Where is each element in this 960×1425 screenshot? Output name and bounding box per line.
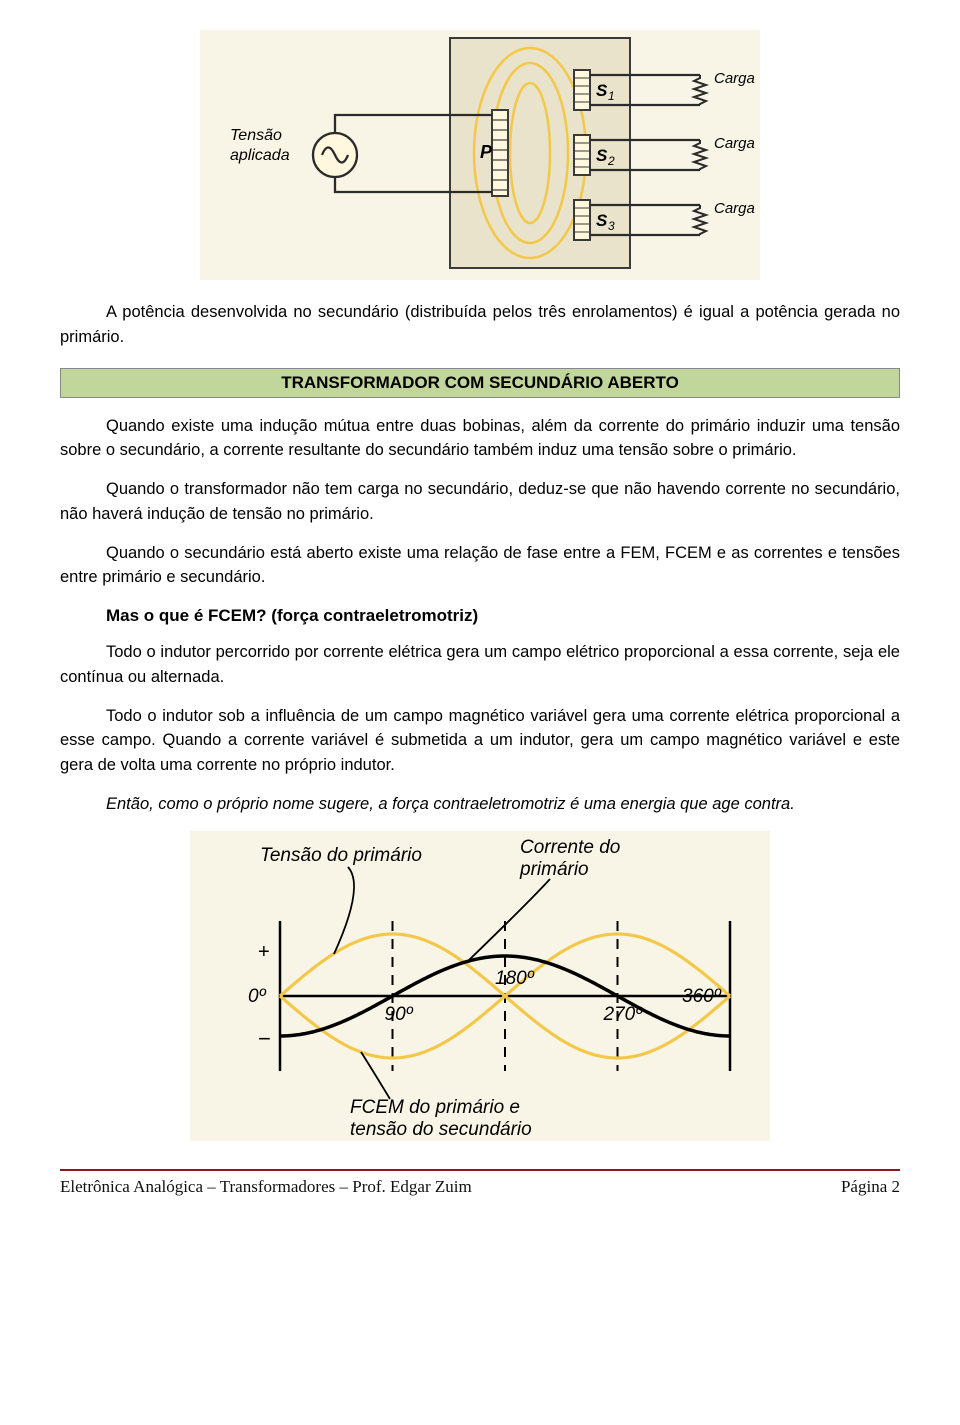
svg-text:S: S [596,211,608,230]
svg-text:360º: 360º [682,986,722,1007]
svg-text:−: − [258,1026,271,1051]
figure-phase-waves: 0º 90º 180º 270º 360º + − Tensão do primário Cor… [60,831,900,1141]
svg-text:180º: 180º [495,968,535,989]
para-2: Quando existe uma indução mútua entre du… [60,414,900,464]
footer-left: Eletrônica Analógica – Transformadores –… [60,1177,472,1197]
svg-text:1: 1 [608,89,615,103]
svg-text:90º: 90º [385,1004,414,1025]
svg-text:Corrente do: Corrente do [520,837,620,858]
para-4: Quando o secundário está aberto existe u… [60,541,900,591]
svg-text:0º: 0º [248,986,267,1007]
svg-text:270º: 270º [603,1004,644,1025]
svg-text:Tensão: Tensão [230,127,282,144]
svg-text:Carga: Carga [714,200,755,217]
svg-text:Carga: Carga [714,70,755,87]
svg-text:3: 3 [608,219,615,233]
footer-right: Página 2 [841,1177,900,1197]
svg-text:+: + [258,941,270,963]
svg-text:S: S [596,146,608,165]
para-6: Todo o indutor sob a influência de um ca… [60,704,900,778]
para-7: Então, como o próprio nome sugere, a for… [60,792,900,817]
para-intro: A potência desenvolvida no secundário (d… [60,300,900,350]
svg-text:tensão do secundário: tensão do secundário [350,1119,532,1140]
figure-transformer: P S 1 S 2 S 3 [60,30,900,280]
svg-text:primário: primário [519,859,589,880]
footer-rule [60,1169,900,1171]
svg-text:S: S [596,81,608,100]
svg-text:P: P [480,142,493,162]
para-3: Quando o transformador não tem carga no … [60,477,900,527]
section-heading: TRANSFORMADOR COM SECUNDÁRIO ABERTO [60,368,900,398]
svg-text:Tensão do primário: Tensão do primário [260,845,422,866]
svg-text:FCEM do primário e: FCEM do primário e [350,1097,520,1118]
para-5: Todo o indutor percorrido por corrente e… [60,640,900,690]
svg-text:aplicada: aplicada [230,147,290,164]
svg-text:Carga: Carga [714,135,755,152]
subheading-fcem: Mas o que é FCEM? (força contraeletromot… [106,606,900,626]
svg-text:2: 2 [607,154,615,168]
